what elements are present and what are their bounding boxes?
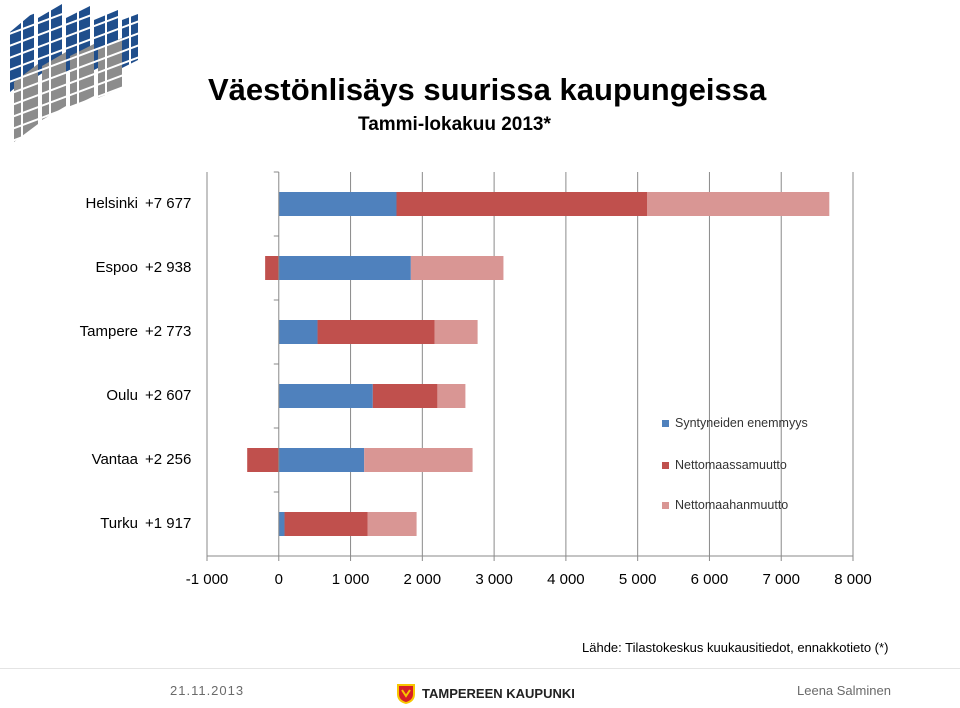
legend-label-births: Syntyneiden enemmyys (675, 416, 808, 430)
x-tick-label: 3 000 (475, 571, 513, 588)
bar-espoo-series-1 (265, 256, 279, 280)
category-total: +2 938 (145, 259, 192, 276)
chart-title: Väestönlisäys suurissa kaupungeissa (208, 72, 767, 107)
source-note: Lähde: Tilastokeskus kuukausitiedot, enn… (582, 640, 889, 655)
category-name: Tampere (79, 323, 138, 340)
category-name: Espoo (95, 259, 138, 276)
bar-tampere-series-0 (278, 320, 318, 344)
x-tick-label: -1 000 (186, 571, 229, 588)
category-name: Helsinki (85, 195, 138, 212)
bar-turku-series-1 (284, 512, 368, 536)
x-tick-label: 8 000 (834, 571, 872, 588)
footer-divider (0, 668, 960, 669)
legend-swatch-domestic (662, 462, 669, 469)
bar-helsinki-series-2 (646, 192, 830, 216)
category-name: Vantaa (91, 451, 138, 468)
bar-helsinki-series-1 (396, 192, 647, 216)
bars (247, 192, 830, 536)
bar-tampere-series-1 (317, 320, 435, 344)
organization-logo (4, 2, 142, 142)
x-tick-label: 0 (275, 571, 283, 588)
gridlines (206, 172, 854, 556)
category-name: Oulu (106, 387, 138, 404)
footer-date: 21.11.2013 (170, 683, 245, 698)
bar-oulu-series-1 (372, 384, 438, 408)
x-tick-label: 6 000 (691, 571, 729, 588)
brand-name: TAMPEREEN KAUPUNKI (422, 686, 575, 701)
chart-subtitle: Tammi-lokakuu 2013* (358, 114, 551, 135)
legend-label-immigration: Nettomaahanmuutto (675, 498, 789, 512)
x-tick-label: 7 000 (762, 571, 800, 588)
category-total: +2 256 (145, 451, 192, 468)
legend-swatch-immigration (662, 502, 669, 509)
tampere-crest-icon (397, 684, 415, 704)
bar-vantaa-series-0 (278, 448, 365, 472)
axes: -1 000 0 1 000 2 000 3 000 4 000 5 000 6 000 7 0… (186, 171, 872, 588)
stacked-bar-chart: -1 000 0 1 000 2 000 3 000 4 000 5 000 6 000 7 0… (186, 171, 872, 588)
x-tick-label: 5 000 (619, 571, 657, 588)
x-tick-label: 2 000 (404, 571, 442, 588)
bar-oulu-series-0 (278, 384, 373, 408)
x-tick-label: 4 000 (547, 571, 585, 588)
legend-label-domestic: Nettomaassamuutto (675, 458, 787, 472)
category-total: +7 677 (145, 195, 192, 212)
category-total: +2 773 (145, 323, 192, 340)
footer-author: Leena Salminen (797, 683, 891, 698)
x-tick-label: 1 000 (332, 571, 370, 588)
bar-turku-series-0 (278, 512, 285, 536)
category-name: Turku (100, 515, 138, 532)
category-total: +2 607 (145, 387, 192, 404)
bar-vantaa-series-1 (247, 448, 279, 472)
bar-espoo-series-2 (410, 256, 504, 280)
legend-swatch-births (662, 420, 669, 427)
bar-helsinki-series-0 (278, 192, 397, 216)
bar-espoo-series-0 (278, 256, 411, 280)
tampere-brand-logo: TAMPEREEN KAUPUNKI (397, 684, 575, 704)
bar-tampere-series-2 (434, 320, 478, 344)
category-total: +1 917 (145, 515, 192, 532)
logo-pattern-icon (4, 2, 142, 142)
bar-turku-series-2 (367, 512, 417, 536)
bar-vantaa-series-2 (364, 448, 473, 472)
bar-oulu-series-2 (437, 384, 466, 408)
